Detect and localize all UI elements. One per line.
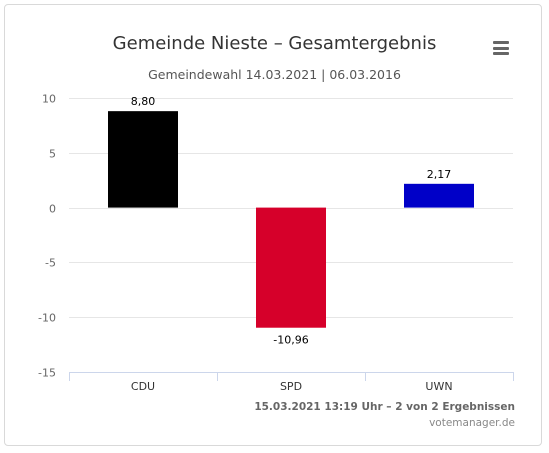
data-label-cdu: 8,80 — [131, 95, 156, 108]
chart-subtitle: Gemeindewahl 14.03.2021 | 06.03.2016 — [148, 67, 401, 82]
menu-line-middle — [493, 46, 509, 50]
category-label-uwn: UWN — [425, 380, 452, 393]
menu-line-top — [493, 41, 509, 44]
result-status: 15.03.2021 13:19 Uhr – 2 von 2 Ergebniss… — [254, 401, 515, 413]
y-tick-label: -10 — [38, 312, 56, 325]
y-tick-label: -5 — [45, 257, 56, 270]
category-label-spd: SPD — [280, 380, 302, 393]
chart-title: Gemeinde Nieste – Gesamtergebnis — [112, 33, 437, 54]
source-credit: votemanager.de — [429, 417, 515, 429]
hamburger-menu-icon[interactable] — [491, 40, 511, 56]
bar-uwn — [404, 183, 474, 208]
data-label-spd: -10,96 — [273, 334, 308, 347]
y-axis: 10 5 0 -5 -10 -15 — [38, 93, 56, 380]
bar-spd — [256, 207, 326, 328]
menu-line-bottom — [493, 52, 509, 55]
y-tick-label: -15 — [38, 367, 56, 380]
data-label-uwn: 2,17 — [427, 168, 452, 181]
category-label-cdu: CDU — [131, 380, 155, 393]
bars: 8,80 -10,96 2,17 — [108, 95, 474, 347]
y-tick-label: 10 — [42, 93, 56, 106]
x-axis: CDU SPD UWN — [69, 372, 514, 393]
bar-cdu — [108, 111, 178, 208]
y-tick-label: 0 — [49, 203, 56, 216]
y-tick-label: 5 — [49, 148, 56, 161]
